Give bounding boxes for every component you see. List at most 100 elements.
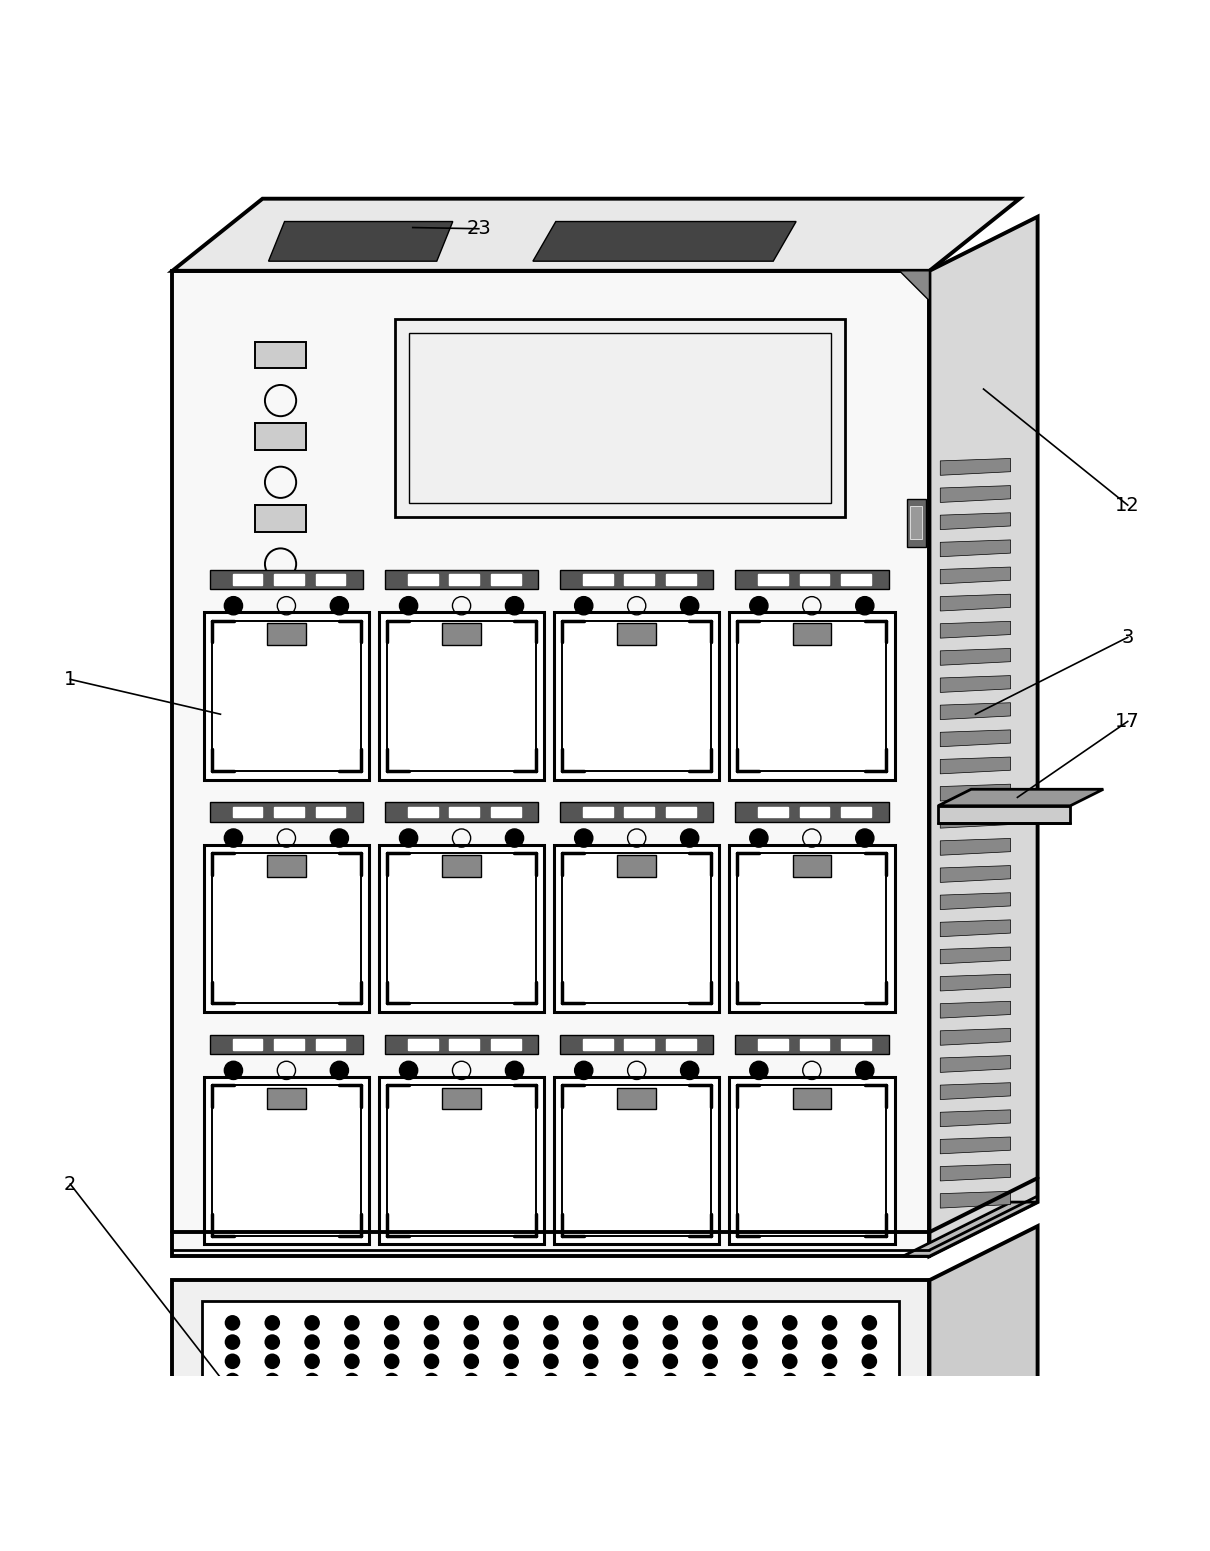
Circle shape [822,1315,837,1331]
Circle shape [702,1391,718,1408]
Circle shape [782,1315,797,1331]
Circle shape [623,1334,639,1349]
Bar [209,569,363,589]
Bar [408,574,438,585]
Bar [408,807,438,817]
Circle shape [344,1391,359,1408]
Bar [666,1039,696,1050]
Circle shape [750,828,768,847]
Circle shape [424,1354,439,1370]
Polygon shape [940,757,1010,774]
Bar [232,574,263,585]
Bar [759,574,788,585]
Bar [255,423,306,450]
Circle shape [424,1373,439,1388]
Circle shape [782,1334,797,1349]
Circle shape [344,1354,359,1370]
Circle shape [782,1354,797,1370]
Circle shape [742,1391,757,1408]
Bar [385,1035,538,1055]
Bar [560,1035,714,1055]
Polygon shape [938,789,1104,807]
Bar [554,845,720,1011]
Polygon shape [940,513,1010,529]
Circle shape [862,1315,877,1331]
Bar [563,853,711,1003]
Circle shape [575,597,593,614]
Bar [202,1301,899,1421]
Bar [385,569,538,589]
Circle shape [237,1487,276,1526]
Bar [172,1280,929,1442]
Polygon shape [903,1202,1038,1256]
Circle shape [543,1354,559,1370]
Bar [491,807,520,817]
Circle shape [424,1334,439,1349]
Bar [736,802,888,822]
Bar [583,807,612,817]
Circle shape [506,828,524,847]
Bar [267,855,306,876]
Bar [560,802,714,822]
Circle shape [463,1315,479,1331]
Circle shape [463,1354,479,1370]
Text: 3: 3 [1122,628,1134,647]
Bar [583,574,612,585]
Polygon shape [940,1191,1010,1208]
Bar [203,845,369,1011]
Bar [209,802,363,822]
Circle shape [304,1354,319,1370]
Circle shape [855,1061,874,1079]
Bar [841,807,871,817]
Circle shape [224,828,242,847]
Bar [730,845,894,1011]
Polygon shape [929,1227,1038,1442]
Circle shape [330,597,348,614]
Circle shape [304,1391,319,1408]
Bar [554,1076,720,1244]
Circle shape [330,828,348,847]
Circle shape [583,1391,599,1408]
Bar [737,1086,886,1236]
Circle shape [344,1315,359,1331]
Bar [379,613,544,780]
Circle shape [330,1061,348,1079]
Bar [316,1039,345,1050]
Bar [617,624,656,645]
Circle shape [304,1334,319,1349]
Circle shape [225,1373,241,1388]
Bar [910,506,922,540]
Bar [617,855,656,876]
Circle shape [583,1373,599,1388]
Bar [316,574,345,585]
Circle shape [224,1061,242,1079]
Polygon shape [940,1028,1010,1045]
Circle shape [862,1354,877,1370]
Circle shape [782,1391,797,1408]
Bar [730,1076,894,1244]
Bar [275,1039,304,1050]
Bar [394,320,846,516]
Circle shape [680,1061,698,1079]
Bar [385,802,538,822]
Polygon shape [940,459,1010,475]
Polygon shape [269,222,453,261]
Polygon shape [940,594,1010,611]
Bar [759,1039,788,1050]
Circle shape [265,1391,280,1408]
Circle shape [862,1334,877,1349]
Bar [255,341,306,368]
Circle shape [623,1373,639,1388]
Bar [212,853,361,1003]
Circle shape [575,828,593,847]
Circle shape [503,1334,519,1349]
Polygon shape [940,485,1010,503]
Circle shape [463,1391,479,1408]
Circle shape [583,1354,599,1370]
Polygon shape [940,811,1010,828]
Polygon shape [940,785,1010,800]
Polygon shape [172,199,1020,271]
Bar [267,1087,306,1109]
Polygon shape [940,648,1010,665]
Polygon shape [940,703,1010,720]
